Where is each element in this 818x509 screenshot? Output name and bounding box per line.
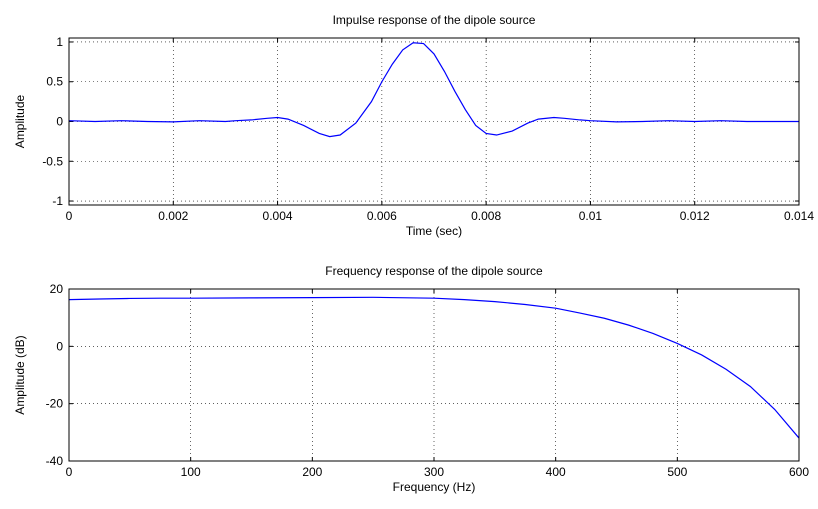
frequency-xlabel: Frequency (Hz) bbox=[393, 480, 476, 494]
frequency-response-line bbox=[68, 296, 800, 439]
frequency-ytick-label: 0 bbox=[56, 339, 63, 353]
impulse-xtick-label: 0.008 bbox=[471, 209, 501, 223]
frequency-title: Frequency response of the dipole source bbox=[325, 264, 543, 278]
impulse-xtick-label: 0.006 bbox=[367, 209, 397, 223]
frequency-plot-frame bbox=[68, 288, 800, 462]
impulse-xtick-label: 0.002 bbox=[158, 209, 188, 223]
impulse-ytick-label: 0 bbox=[56, 115, 63, 129]
impulse-plot-frame bbox=[68, 37, 800, 206]
impulse-xlabel: Time (sec) bbox=[406, 224, 462, 238]
frequency-xtick-label: 500 bbox=[667, 465, 687, 479]
frequency-ytick-label: -40 bbox=[46, 454, 64, 468]
frequency-ytick-label: -20 bbox=[46, 397, 64, 411]
impulse-xtick-label: 0.012 bbox=[680, 209, 710, 223]
frequency-ytick-label: 20 bbox=[50, 282, 64, 296]
impulse-ytick-label: -0.5 bbox=[42, 154, 63, 168]
frequency-xtick-label: 300 bbox=[424, 465, 444, 479]
impulse-title: Impulse response of the dipole source bbox=[333, 13, 536, 27]
impulse-xtick-label: 0 bbox=[66, 209, 73, 223]
frequency-xtick-label: 400 bbox=[546, 465, 566, 479]
impulse-response-line bbox=[68, 42, 799, 138]
impulse-xtick-label: 0.014 bbox=[784, 209, 814, 223]
frequency-xtick-label: 0 bbox=[66, 465, 73, 479]
frequency-xtick-label: 100 bbox=[181, 465, 201, 479]
frequency-xtick-label: 200 bbox=[302, 465, 322, 479]
impulse-ytick-label: 1 bbox=[56, 35, 63, 49]
impulse-ylabel: Amplitude bbox=[13, 95, 27, 149]
impulse-ytick-label: -1 bbox=[52, 194, 63, 208]
impulse-ytick-label: 0.5 bbox=[46, 75, 63, 89]
impulse-xtick-label: 0.004 bbox=[263, 209, 293, 223]
impulse-xtick-label: 0.01 bbox=[579, 209, 603, 223]
frequency-xtick-label: 600 bbox=[789, 465, 809, 479]
frequency-ylabel: Amplitude (dB) bbox=[13, 335, 27, 414]
